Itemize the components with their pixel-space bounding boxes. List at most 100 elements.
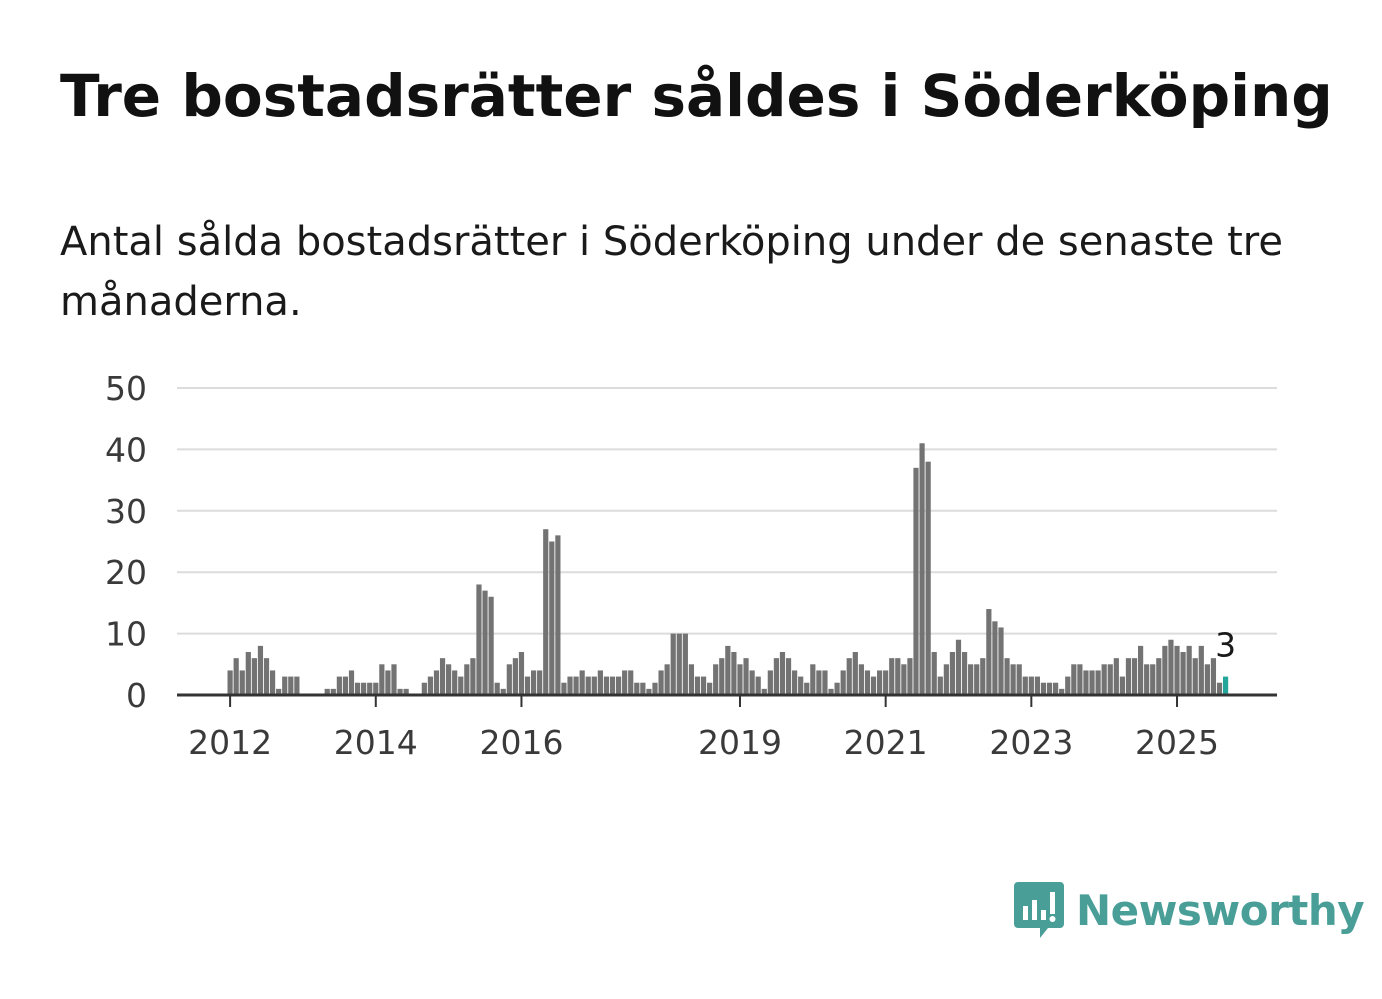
bar [537, 670, 543, 695]
bar [640, 682, 646, 695]
x-tick-label: 2025 [1135, 723, 1219, 762]
bar [1095, 670, 1101, 695]
bar [974, 664, 980, 695]
y-tick-label: 0 [126, 676, 147, 715]
bar [792, 670, 798, 695]
bar [901, 664, 907, 695]
axes: 0 10 20 30 40 50 2012 2014 2016 2019 2021 2023 2025 3 [105, 369, 1277, 762]
bar [288, 676, 294, 695]
bar [694, 676, 701, 695]
bar [700, 676, 707, 695]
bar [1071, 664, 1077, 695]
bar [531, 670, 537, 695]
bar [840, 670, 846, 695]
bar [591, 676, 597, 695]
bar [561, 682, 567, 695]
bar [573, 676, 579, 695]
bar [773, 658, 779, 695]
bar [1059, 688, 1065, 695]
brand-logo: Newsworthy [1010, 878, 1365, 942]
bar [482, 590, 488, 695]
bar [949, 652, 956, 695]
bar [998, 627, 1004, 695]
bar [713, 664, 719, 695]
bar [1022, 676, 1028, 695]
bar [864, 670, 871, 695]
bar [816, 670, 822, 695]
bar [458, 676, 464, 695]
bar [518, 652, 525, 695]
bar [634, 682, 640, 695]
bar [804, 682, 810, 695]
bar [269, 670, 276, 695]
bar [1113, 658, 1119, 695]
chart-title: Tre bostadsrätter såldes i Söderköping [60, 62, 1333, 130]
bar [379, 664, 385, 695]
bar [433, 670, 440, 695]
bar [579, 670, 585, 695]
bar [403, 688, 409, 695]
bar [731, 652, 737, 695]
bar [907, 658, 913, 695]
bar [1107, 664, 1113, 695]
gridlines [177, 387, 1277, 635]
bar [555, 535, 561, 695]
bar [476, 584, 482, 695]
bar [1004, 658, 1010, 695]
bar [452, 670, 458, 695]
chart-subtitle: Antal sålda bostadsrätter i Söderköping … [60, 219, 1283, 325]
bar [986, 609, 992, 695]
y-tick-label: 30 [105, 492, 147, 531]
bar [1168, 639, 1174, 695]
bar [925, 461, 931, 695]
bar [494, 682, 500, 695]
bar [719, 658, 725, 695]
bar [895, 658, 901, 695]
x-tick-label: 2012 [188, 723, 272, 762]
bar [446, 664, 452, 695]
bar [889, 658, 895, 695]
bar [549, 541, 555, 695]
bar [245, 652, 251, 695]
bar [615, 676, 622, 695]
highlight-bar [1222, 676, 1229, 695]
bar [767, 670, 773, 695]
x-tick-label: 2023 [989, 723, 1073, 762]
bar [1156, 658, 1162, 695]
x-tick-label: 2014 [334, 723, 418, 762]
bar [348, 670, 355, 695]
y-tick-label: 10 [105, 615, 147, 654]
bar [931, 652, 937, 695]
bar [294, 676, 300, 695]
bar [943, 664, 949, 695]
bar [737, 664, 743, 695]
bar [233, 658, 239, 695]
bar [1101, 664, 1107, 695]
bar [1046, 682, 1053, 695]
bar [1138, 645, 1144, 695]
bar [828, 688, 834, 695]
bar [342, 676, 349, 695]
bar [846, 658, 852, 695]
bar [992, 621, 998, 695]
bars [227, 443, 1229, 695]
bar [585, 676, 591, 695]
bar [658, 670, 664, 695]
bar [1010, 664, 1016, 695]
bar [567, 676, 573, 695]
bar [1125, 658, 1132, 695]
bar [1119, 676, 1125, 695]
bar [336, 676, 342, 695]
bar [1089, 670, 1095, 695]
bar [1083, 670, 1089, 695]
bar [361, 682, 367, 695]
bar [676, 633, 682, 695]
bar [1150, 664, 1156, 695]
bar [488, 596, 494, 695]
bar [707, 682, 713, 695]
bar [682, 633, 688, 695]
bar [1077, 664, 1083, 695]
bar [688, 664, 695, 695]
bar [427, 676, 434, 695]
